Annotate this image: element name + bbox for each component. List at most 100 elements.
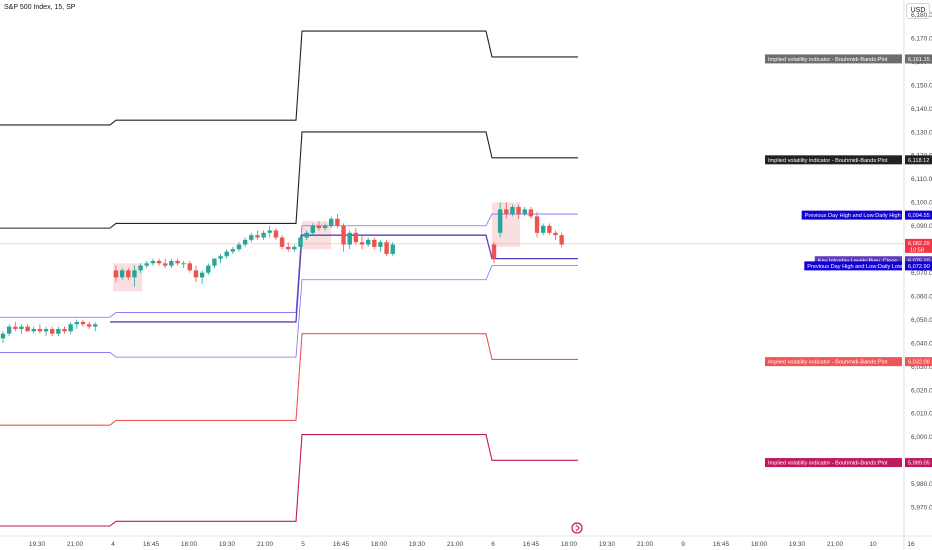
time-tick-label: 9: [681, 541, 685, 548]
time-tick-label: 21:00: [67, 541, 84, 548]
indicator-value: 6,094.55: [908, 213, 930, 219]
candle: [138, 263, 143, 273]
candle: [491, 242, 497, 264]
price-tick-label: 6,110.00: [911, 176, 932, 183]
time-tick-label: 18:00: [181, 541, 198, 548]
candle: [144, 260, 149, 268]
time-tick-label: 19:30: [599, 541, 616, 548]
time-tick-label: 21:00: [447, 541, 464, 548]
candle: [19, 324, 24, 334]
candle: [547, 223, 552, 236]
price-tick-label: 6,010.00: [911, 411, 932, 418]
candle: [304, 230, 309, 240]
price-tick-label: 6,040.00: [911, 340, 932, 347]
candle: [150, 258, 156, 266]
candle: [534, 211, 540, 238]
candle: [224, 249, 229, 259]
indicator-name: Implied volatility indicator - Bouhmidi-…: [768, 461, 888, 467]
highlight-zones: [113, 202, 520, 292]
price-tick-label: 6,170.00: [911, 35, 932, 42]
candle: [43, 326, 49, 337]
time-tick-label: 18:00: [371, 541, 388, 548]
candle: [261, 230, 266, 240]
candle: [25, 324, 30, 332]
candle: [298, 235, 303, 250]
candle: [516, 204, 521, 219]
candle: [310, 223, 315, 236]
currency-button[interactable]: USD: [906, 3, 930, 19]
time-tick-label: 18:00: [751, 541, 768, 548]
symbol-title: S&P 500 Index, 15, SP: [4, 4, 76, 11]
candle: [372, 237, 377, 250]
price-tick-label: 6,140.00: [911, 106, 932, 113]
price-tick-label: 6,100.00: [911, 200, 932, 207]
candle: [126, 268, 131, 280]
price-tick-label: 6,060.00: [911, 293, 932, 300]
time-tick-label: 19:30: [219, 541, 236, 548]
candle: [74, 319, 79, 329]
indicator-bands: [0, 30, 578, 527]
candle: [187, 260, 192, 273]
candle: [199, 270, 205, 285]
candle: [322, 223, 328, 231]
candle: [267, 225, 272, 238]
candle: [86, 321, 92, 329]
candle: [119, 268, 125, 280]
price-tick-label: 6,090.00: [911, 223, 932, 230]
candle: [541, 223, 546, 236]
candle: [31, 326, 36, 334]
price-tick-label: 6,150.00: [911, 82, 932, 89]
indicator-band-line: [0, 265, 578, 358]
candle: [347, 230, 352, 250]
candle: [522, 207, 527, 217]
candle: [236, 242, 242, 252]
candle: [193, 265, 199, 283]
candle: [559, 232, 564, 247]
candle: [0, 331, 6, 344]
price-tick-label: 5,970.00: [911, 505, 932, 512]
candle: [175, 258, 180, 266]
price-tick-label: 6,020.00: [911, 387, 932, 394]
candle: [510, 204, 515, 217]
indicator-value: 6,118.12: [908, 158, 929, 164]
time-tick-label: 19:30: [789, 541, 806, 548]
candle: [390, 242, 395, 257]
candle: [249, 232, 254, 243]
candle: [156, 258, 162, 266]
indicator-band-line: [110, 234, 578, 323]
price-tick-label: 6,050.00: [911, 317, 932, 324]
indicator-value: 6,072.90: [908, 264, 930, 270]
candle: [497, 202, 503, 238]
price-tick-label: 6,180.00: [911, 12, 932, 19]
time-tick-label: 21:00: [257, 541, 274, 548]
indicator-value-label: Implied volatility indicator - Bouhmidi-…: [765, 357, 932, 367]
candle: [169, 258, 174, 268]
candle: [353, 228, 359, 245]
candlesticks: [0, 202, 564, 344]
indicator-band-line: [0, 433, 578, 527]
candle: [553, 230, 558, 240]
time-tick-label: 16: [907, 541, 915, 548]
candle: [341, 223, 346, 252]
candle: [359, 235, 365, 250]
candle: [37, 324, 43, 334]
indicator-name: Implied volatility indicator - Bouhmidi-…: [768, 360, 888, 366]
time-tick-label: 18:00: [561, 541, 578, 548]
time-tick-label: 5: [301, 541, 305, 548]
indicator-value-label: Previous Day High and Low:Daily Low 6,072…: [804, 261, 932, 271]
event-marker-icon[interactable]: [571, 522, 583, 534]
candle: [316, 221, 322, 231]
candle: [68, 321, 73, 334]
time-tick-label: 21:00: [827, 541, 844, 548]
indicator-name: Previous Day High and Low:Daily High: [805, 213, 901, 219]
time-tick-label: 16:45: [333, 541, 350, 548]
candle: [62, 326, 67, 334]
candle: [292, 244, 297, 252]
candle: [113, 265, 119, 283]
candle: [329, 216, 334, 229]
time-tick-label: 21:00: [637, 541, 654, 548]
candle: [206, 263, 211, 276]
candle: [528, 207, 534, 219]
indicator-band-line: [0, 131, 578, 229]
